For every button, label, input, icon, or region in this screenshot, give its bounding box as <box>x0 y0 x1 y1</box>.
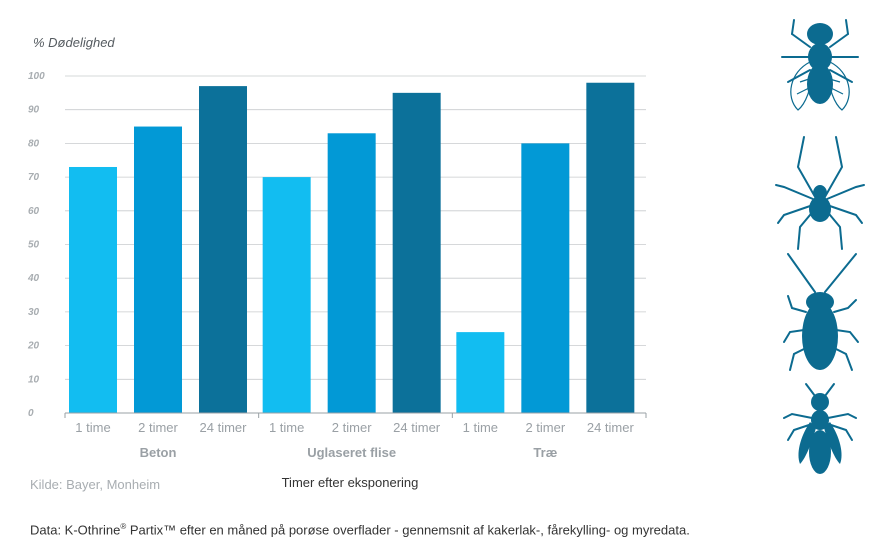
y-axis-label: % Dødelighed <box>33 35 115 50</box>
footnote-text: Partix™ efter en måned på porøse overfla… <box>126 522 690 538</box>
fly-icon <box>781 19 859 111</box>
x-group-label: Beton <box>140 445 177 460</box>
x-category-label: 24 timer <box>587 420 635 435</box>
y-tick-label: 40 <box>27 273 40 284</box>
x-group-label: Træ <box>533 445 557 460</box>
x-category-label: 2 timer <box>525 420 565 435</box>
bar <box>327 133 376 414</box>
source-note: Kilde: Bayer, Monheim <box>30 477 160 492</box>
x-category-label: 1 time <box>269 420 304 435</box>
insect-icons <box>770 12 870 492</box>
x-category-label: 24 timer <box>393 420 441 435</box>
footnote: Data: K-Othrine® Partix™ efter en måned … <box>30 522 690 537</box>
x-category-label: 24 timer <box>200 420 248 435</box>
x-category-label: 1 time <box>75 420 110 435</box>
footnote-prefix: Data: K-Othrine <box>30 522 121 538</box>
y-tick-label: 60 <box>28 206 40 217</box>
y-tick-label: 80 <box>28 138 40 149</box>
y-tick-labels: 0 10 20 30 40 50 60 70 80 90 100 <box>27 71 45 419</box>
y-tick-label: 10 <box>28 374 40 385</box>
x-group-label: Uglaseret flise <box>307 445 396 460</box>
x-category-label: 2 timer <box>332 420 372 435</box>
y-tick-label: 90 <box>28 105 40 116</box>
y-tick-label: 50 <box>28 240 40 251</box>
cockroach-icon <box>783 253 859 371</box>
y-tick-label: 100 <box>28 71 45 82</box>
bar <box>134 126 182 414</box>
ant-icon <box>783 383 857 474</box>
spider-icon <box>775 136 865 250</box>
bar <box>456 332 505 413</box>
x-axis-label: Timer efter eksponering <box>282 475 419 490</box>
x-category-label: 1 time <box>463 420 498 435</box>
y-tick-label: 0 <box>28 408 34 419</box>
x-category-labels: 1 time 2 timer 24 timer 1 time 2 timer 24 tim… <box>75 420 634 435</box>
bar <box>262 177 311 413</box>
bar <box>69 166 117 413</box>
bar <box>392 92 441 413</box>
bar <box>521 143 570 413</box>
mortality-bar-chart: % Dødelighed 0 10 20 30 40 50 60 70 80 90 100 1 ti… <box>27 35 647 492</box>
x-group-labels: Beton Uglaseret flise Træ <box>140 445 558 460</box>
x-axis <box>64 412 647 418</box>
bar <box>586 82 635 414</box>
y-tick-label: 70 <box>28 172 40 183</box>
bars <box>69 82 635 414</box>
y-tick-label: 30 <box>28 307 40 318</box>
y-tick-label: 20 <box>27 341 40 352</box>
footnote-registered-mark: ® <box>120 522 127 531</box>
x-category-label: 2 timer <box>138 420 178 435</box>
bar <box>199 86 247 414</box>
